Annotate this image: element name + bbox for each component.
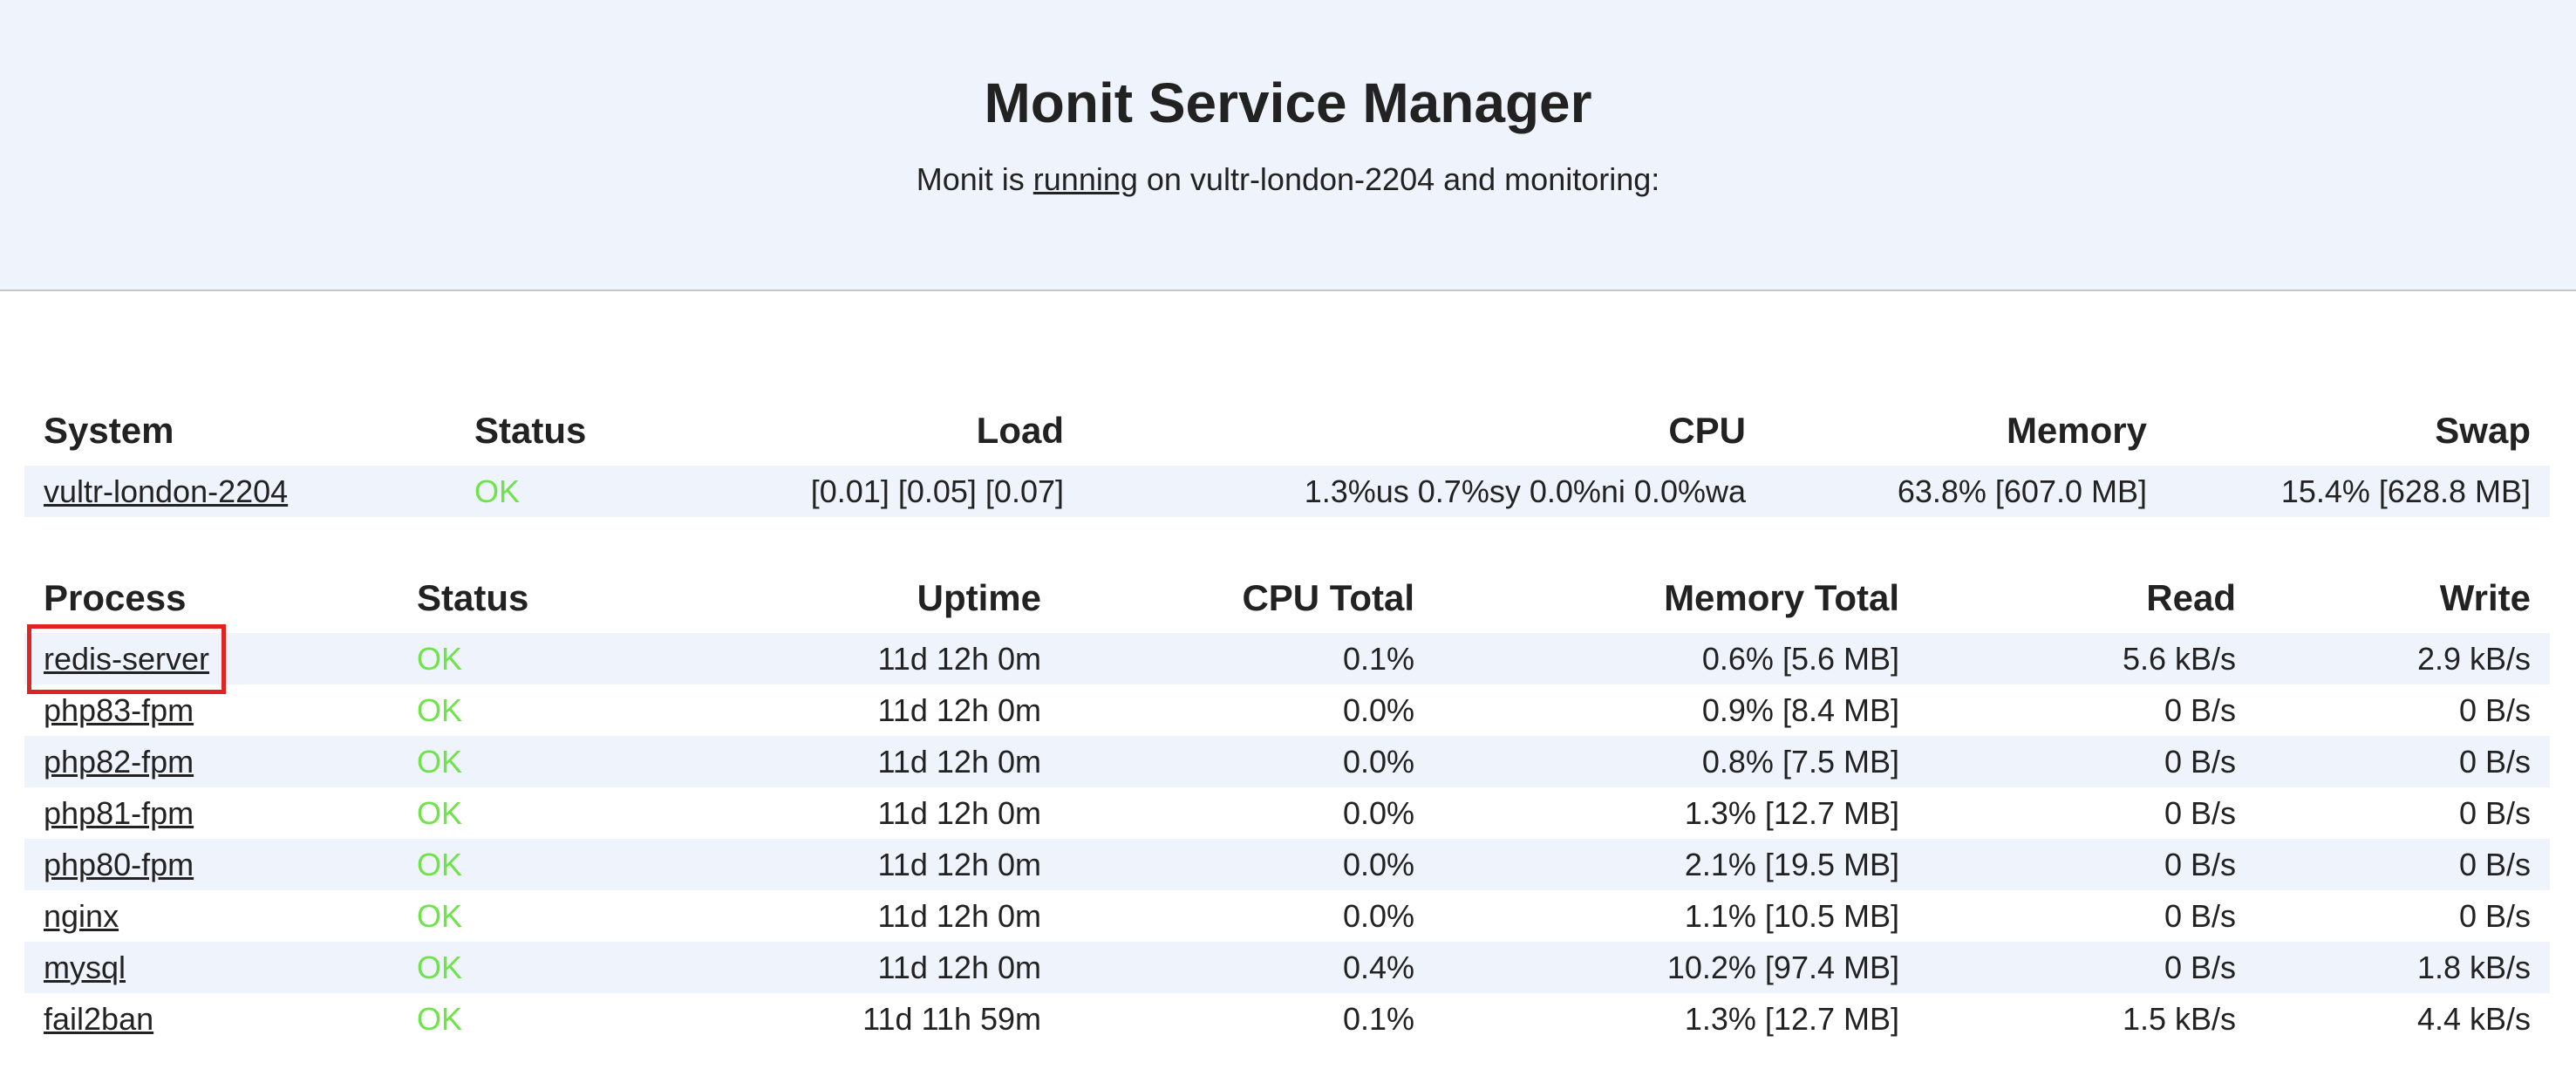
process-write: 0 B/s <box>2255 736 2550 787</box>
table-row: php80-fpm OK 11d 12h 0m 0.0% 2.1% [19.5 … <box>24 839 2550 890</box>
status-badge: OK <box>398 736 694 787</box>
process-col-header-process[interactable]: Process <box>44 577 187 618</box>
system-row: vultr-london-2204 OK [0.01] [0.05] [0.07… <box>24 466 2550 517</box>
process-read: 0 B/s <box>2164 897 2236 934</box>
system-col-header-status[interactable]: Status <box>474 410 587 451</box>
status-prefix: Monit is <box>916 161 1025 197</box>
process-col-header-cpu-total[interactable]: CPU Total <box>1242 577 1414 618</box>
table-row: mysql OK 11d 12h 0m 0.4% 10.2% [97.4 MB]… <box>24 942 2550 993</box>
process-write: 0 B/s <box>2458 691 2531 728</box>
system-col-header-load[interactable]: Load <box>976 410 1064 451</box>
system-swap: 15.4% [628.8 MB] <box>2166 466 2550 517</box>
system-col-header-memory[interactable]: Memory <box>2006 410 2147 451</box>
table-row: redis-server OK 11d 12h 0m 0.1% 0.6% [5.… <box>24 623 2550 694</box>
process-col-header-uptime[interactable]: Uptime <box>917 577 1041 618</box>
status-suffix: on vultr-london-2204 and monitoring: <box>1146 161 1660 197</box>
running-link[interactable]: running <box>1032 161 1138 197</box>
status-badge: OK <box>398 839 694 890</box>
process-header-row: Process Status Uptime CPU Total Memory T… <box>24 563 2550 633</box>
system-memory: 63.8% [607.0 MB] <box>1765 466 2166 517</box>
system-load: [0.01] [0.05] [0.07] <box>717 466 1083 517</box>
process-link-fail2ban[interactable]: fail2ban <box>44 1000 154 1037</box>
process-link-php80-fpm[interactable]: php80-fpm <box>44 846 194 882</box>
process-memory: 0.8% [7.5 MB] <box>1434 736 1918 787</box>
process-uptime: 11d 12h 0m <box>694 839 1060 890</box>
status-badge: OK <box>417 691 463 728</box>
page-header: Monit Service Manager Monit is running o… <box>0 0 2576 291</box>
system-table: System Status Load CPU Memory Swap vultr… <box>24 396 2550 517</box>
system-cpu: 1.3%us 0.7%sy 0.0%ni 0.0%wa <box>1083 466 1765 517</box>
process-col-header-write[interactable]: Write <box>2439 577 2531 618</box>
process-read: 0 B/s <box>2164 691 2236 728</box>
process-memory: 0.9% [8.4 MB] <box>1701 691 1899 728</box>
process-memory: 10.2% [97.4 MB] <box>1434 942 1918 993</box>
process-col-header-status[interactable]: Status <box>417 577 529 618</box>
process-read: 0 B/s <box>2164 794 2236 831</box>
process-cpu: 0.0% <box>1060 839 1434 890</box>
process-write: 0 B/s <box>2458 897 2531 934</box>
status-badge: OK <box>398 633 694 684</box>
process-cpu: 0.0% <box>1342 691 1414 728</box>
process-read: 0 B/s <box>1918 942 2255 993</box>
process-read: 0 B/s <box>1918 736 2255 787</box>
process-uptime: 11d 11h 59m <box>862 1000 1041 1037</box>
table-row: nginx OK 11d 12h 0m 0.0% 1.1% [10.5 MB] … <box>24 890 2550 942</box>
process-write: 0 B/s <box>2458 794 2531 831</box>
process-memory: 1.3% [12.7 MB] <box>1684 1000 1899 1037</box>
process-link-php82-fpm[interactable]: php82-fpm <box>44 743 194 780</box>
process-write: 0 B/s <box>2255 839 2550 890</box>
process-uptime: 11d 12h 0m <box>877 691 1041 728</box>
process-uptime: 11d 12h 0m <box>877 794 1041 831</box>
process-read: 0 B/s <box>1918 839 2255 890</box>
status-badge: OK <box>398 942 694 993</box>
process-link-redis-server[interactable]: redis-server <box>44 640 210 677</box>
process-col-header-read[interactable]: Read <box>2146 577 2236 618</box>
page-title: Monit Service Manager <box>984 71 1592 134</box>
process-link-php83-fpm[interactable]: php83-fpm <box>44 691 194 728</box>
status-badge: OK <box>417 897 463 934</box>
process-uptime: 11d 12h 0m <box>694 736 1060 787</box>
process-memory: 1.1% [10.5 MB] <box>1684 897 1899 934</box>
status-badge: OK <box>455 466 717 517</box>
system-name-link[interactable]: vultr-london-2204 <box>44 473 289 509</box>
table-row: fail2ban OK 11d 11h 59m 0.1% 1.3% [12.7 … <box>24 993 2550 1045</box>
process-cpu: 0.0% <box>1060 736 1434 787</box>
process-read: 1.5 kB/s <box>2122 1000 2236 1037</box>
monit-status-line: Monit is running on vultr-london-2204 an… <box>0 160 2576 199</box>
process-col-header-memory-total[interactable]: Memory Total <box>1664 577 1899 618</box>
process-link-mysql[interactable]: mysql <box>44 949 126 985</box>
process-read: 5.6 kB/s <box>1918 633 2255 684</box>
process-cpu: 0.1% <box>1060 633 1434 684</box>
system-col-header-cpu[interactable]: CPU <box>1668 410 1746 451</box>
process-write: 4.4 kB/s <box>2416 1000 2531 1037</box>
system-col-header-swap[interactable]: Swap <box>2435 410 2531 451</box>
table-row: php81-fpm OK 11d 12h 0m 0.0% 1.3% [12.7 … <box>24 787 2550 839</box>
system-header-row: System Status Load CPU Memory Swap <box>24 396 2550 466</box>
process-memory: 2.1% [19.5 MB] <box>1434 839 1918 890</box>
process-cpu: 0.0% <box>1342 794 1414 831</box>
process-table: Process Status Uptime CPU Total Memory T… <box>24 563 2550 1045</box>
process-uptime: 11d 12h 0m <box>694 942 1060 993</box>
process-cpu: 0.0% <box>1342 897 1414 934</box>
process-write: 1.8 kB/s <box>2255 942 2550 993</box>
process-uptime: 11d 12h 0m <box>694 633 1060 684</box>
process-cpu: 0.4% <box>1060 942 1434 993</box>
process-link-nginx[interactable]: nginx <box>44 897 119 934</box>
table-row: php83-fpm OK 11d 12h 0m 0.0% 0.9% [8.4 M… <box>24 684 2550 736</box>
highlight-box: redis-server <box>26 623 227 694</box>
table-row: php82-fpm OK 11d 12h 0m 0.0% 0.8% [7.5 M… <box>24 736 2550 787</box>
status-badge: OK <box>417 794 463 831</box>
process-link-php81-fpm[interactable]: php81-fpm <box>44 794 194 831</box>
system-col-header-system[interactable]: System <box>44 410 174 451</box>
process-memory: 1.3% [12.7 MB] <box>1684 794 1899 831</box>
status-badge: OK <box>417 1000 463 1037</box>
process-write: 2.9 kB/s <box>2255 633 2550 684</box>
process-uptime: 11d 12h 0m <box>877 897 1041 934</box>
process-memory: 0.6% [5.6 MB] <box>1434 633 1918 684</box>
process-cpu: 0.1% <box>1342 1000 1414 1037</box>
